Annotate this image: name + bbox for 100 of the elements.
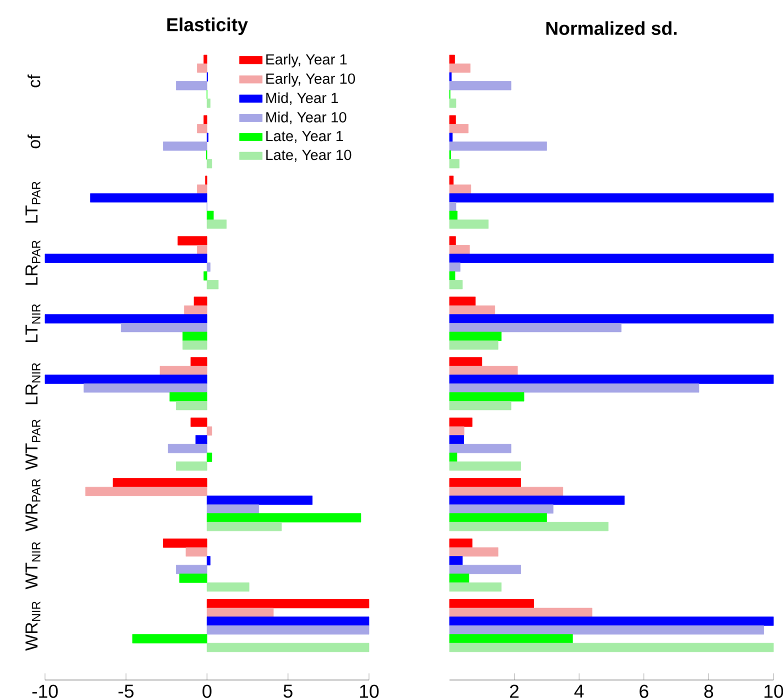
bar bbox=[449, 81, 512, 90]
y-tick-label: WR$_{NIR}$ bbox=[26, 602, 40, 651]
legend-label: Early, Year 1 bbox=[266, 54, 347, 68]
bar bbox=[449, 504, 554, 514]
bar bbox=[449, 254, 774, 263]
bar bbox=[449, 513, 547, 522]
bar bbox=[176, 401, 208, 410]
bar bbox=[206, 625, 370, 635]
y-tick-label: LT$_{PAR}$ bbox=[26, 182, 40, 223]
bar bbox=[449, 642, 774, 652]
bar bbox=[206, 452, 212, 462]
bar bbox=[449, 564, 521, 574]
x-tick-label: -10 bbox=[32, 684, 58, 698]
bar bbox=[449, 634, 573, 644]
bar bbox=[206, 616, 370, 626]
bar bbox=[449, 332, 502, 341]
y-tick-label: WT$_{NIR}$ bbox=[26, 542, 40, 590]
bar bbox=[195, 435, 208, 444]
x-tick-label: -5 bbox=[118, 684, 134, 698]
bar bbox=[449, 98, 456, 108]
y-tick-label: LR$_{PAR}$ bbox=[26, 240, 40, 285]
bar bbox=[449, 522, 608, 532]
bar bbox=[449, 244, 470, 254]
bar bbox=[449, 599, 534, 608]
bar bbox=[449, 115, 456, 124]
bar bbox=[206, 262, 210, 272]
bar bbox=[182, 340, 208, 350]
bar bbox=[176, 564, 208, 574]
bar bbox=[449, 132, 453, 142]
bar bbox=[449, 142, 547, 151]
chart-title: Normalized sd. bbox=[546, 21, 677, 35]
y-tick-label: LR$_{NIR}$ bbox=[26, 363, 40, 404]
bar bbox=[449, 124, 468, 134]
bar bbox=[206, 582, 250, 592]
bar bbox=[449, 486, 564, 496]
x-tick-label: 5 bbox=[284, 684, 292, 698]
bar bbox=[449, 322, 622, 332]
bar bbox=[206, 426, 212, 436]
bar bbox=[449, 64, 470, 73]
legend-label: Mid, Year 1 bbox=[266, 92, 338, 105]
bar bbox=[449, 236, 456, 246]
bar bbox=[449, 159, 460, 168]
bar bbox=[176, 461, 208, 471]
legend-label: Early, Year 10 bbox=[266, 73, 355, 87]
y-tick-label: of bbox=[28, 134, 40, 148]
bar bbox=[449, 444, 512, 454]
bar bbox=[197, 124, 208, 134]
bar bbox=[190, 418, 208, 427]
bar bbox=[449, 296, 476, 306]
bar bbox=[449, 435, 464, 444]
bar bbox=[449, 426, 464, 436]
bar bbox=[449, 392, 524, 402]
bar bbox=[132, 634, 208, 644]
bar bbox=[44, 314, 208, 324]
bar bbox=[449, 538, 472, 548]
bar bbox=[449, 314, 774, 324]
x-tick-label: 2 bbox=[510, 684, 519, 698]
bar bbox=[449, 210, 458, 220]
y-tick-label: WT$_{PAR}$ bbox=[26, 420, 40, 470]
bar bbox=[449, 357, 482, 366]
bar bbox=[206, 522, 282, 532]
bar bbox=[449, 220, 489, 229]
bar bbox=[449, 452, 458, 462]
bar bbox=[449, 383, 700, 393]
bar bbox=[206, 98, 210, 108]
legend-label: Mid, Year 10 bbox=[266, 112, 346, 124]
bar bbox=[449, 547, 498, 557]
bar bbox=[449, 280, 463, 290]
bar bbox=[168, 444, 208, 454]
bar bbox=[190, 357, 208, 366]
bar bbox=[204, 54, 208, 64]
legend-label: Late, Year 10 bbox=[266, 150, 352, 162]
bar bbox=[206, 556, 210, 566]
bar bbox=[449, 496, 625, 505]
bar bbox=[449, 262, 460, 272]
bar bbox=[112, 478, 208, 488]
y-tick-label: cf bbox=[28, 74, 40, 88]
bar bbox=[197, 184, 208, 194]
bar bbox=[449, 366, 518, 376]
bar bbox=[178, 236, 208, 246]
bar bbox=[44, 374, 208, 384]
bar bbox=[206, 159, 212, 168]
bar bbox=[449, 478, 521, 488]
bar bbox=[449, 401, 512, 410]
bar bbox=[170, 392, 208, 402]
bar bbox=[449, 176, 454, 185]
bar bbox=[449, 616, 774, 626]
bar bbox=[449, 625, 764, 635]
x-tick-label: 10 bbox=[764, 684, 783, 698]
chart-title: Elasticity bbox=[167, 18, 248, 35]
bar bbox=[449, 461, 521, 471]
legend-label: Late, Year 1 bbox=[266, 130, 343, 143]
bar bbox=[120, 322, 208, 332]
x-tick-label: 6 bbox=[640, 684, 648, 698]
bar bbox=[90, 193, 208, 202]
bar bbox=[206, 210, 214, 220]
bar bbox=[197, 244, 208, 254]
bar bbox=[449, 271, 456, 280]
bar bbox=[163, 142, 208, 151]
bar bbox=[449, 184, 472, 194]
